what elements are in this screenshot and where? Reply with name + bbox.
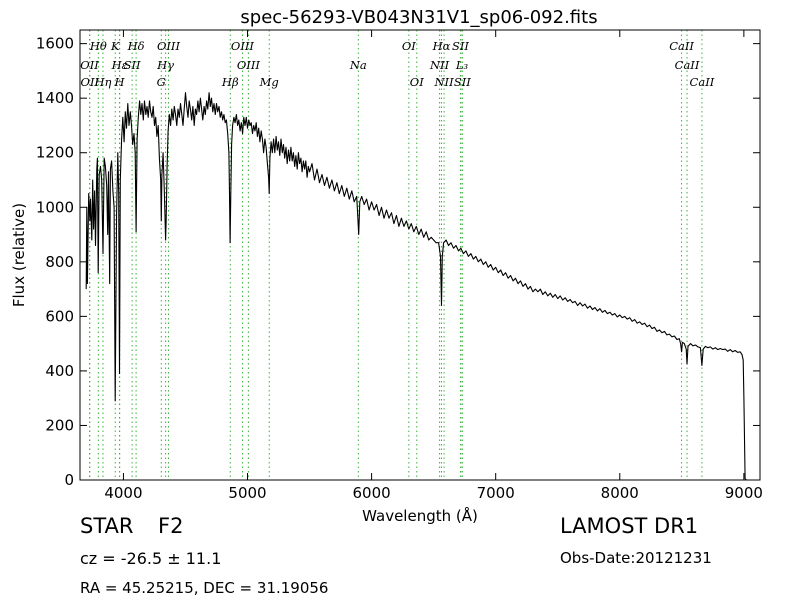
- line-label: OIII: [237, 58, 261, 72]
- y-tick-label: 0: [64, 471, 74, 489]
- line-label: H: [113, 75, 125, 89]
- line-label: SII: [124, 58, 141, 72]
- y-ticks: 0 200 400 600 800 1000 1200 1400 1600: [36, 35, 760, 489]
- line-label: Hγ: [156, 58, 174, 72]
- x-tick-label: 8000: [601, 484, 639, 502]
- survey-name: LAMOST DR1: [560, 514, 699, 538]
- x-tick-label: 6000: [353, 484, 391, 502]
- line-label: OII: [80, 58, 99, 72]
- line-label: NII: [433, 75, 454, 89]
- line-label: NII: [429, 58, 450, 72]
- line-label: Hε: [111, 58, 128, 72]
- x-tick-label: 7000: [477, 484, 515, 502]
- line-label: Hβ: [221, 75, 239, 89]
- x-tick-label: 9000: [725, 484, 763, 502]
- subclass: F2: [158, 514, 184, 538]
- y-tick-label: 600: [45, 307, 74, 325]
- line-label: OII: [81, 75, 100, 89]
- line-label: SII: [454, 75, 471, 89]
- line-label: Mg: [259, 75, 279, 89]
- line-label: G: [157, 75, 166, 89]
- y-tick-label: 800: [45, 253, 74, 271]
- chart-title: spec-56293-VB043N31V1_sp06-092.fits: [240, 7, 597, 28]
- line-markers: [89, 30, 703, 480]
- object-class: STAR: [80, 514, 134, 538]
- line-label: SII: [452, 39, 469, 53]
- y-tick-label: 1000: [36, 198, 74, 216]
- line-label: CaII: [690, 75, 715, 89]
- line-label: Hθ: [89, 39, 107, 53]
- line-label: OI: [410, 75, 424, 89]
- x-tick-label: 4000: [104, 484, 142, 502]
- y-tick-label: 1400: [36, 89, 74, 107]
- obs-date: Obs-Date:20121231: [560, 549, 712, 567]
- line-label: OIII: [231, 39, 255, 53]
- line-label: CaII: [669, 39, 694, 53]
- line-label: OI: [402, 39, 416, 53]
- line-label: L₃: [455, 58, 469, 72]
- x-ticks: 4000 5000 6000 7000 8000 9000: [104, 30, 763, 502]
- y-axis-label: Flux (relative): [10, 203, 28, 307]
- x-tick-label: 5000: [228, 484, 266, 502]
- plot-frame: [79, 29, 761, 481]
- coordinates: RA = 45.25215, DEC = 31.19056: [80, 579, 329, 597]
- y-tick-label: 1200: [36, 144, 74, 162]
- line-label: Hη: [93, 75, 111, 89]
- x-axis-label: Wavelength (Å): [362, 506, 478, 525]
- line-label: K: [110, 39, 121, 53]
- line-label: Na: [349, 58, 367, 72]
- spectrum-line: [85, 92, 747, 481]
- y-tick-label: 400: [45, 362, 74, 380]
- line-label: Hα: [432, 39, 451, 53]
- line-label: OIII: [157, 39, 181, 53]
- redshift-value: cz = -26.5 ± 11.1: [80, 549, 222, 568]
- y-tick-label: 200: [45, 416, 74, 434]
- line-label: Hδ: [127, 39, 145, 53]
- y-tick-label: 1600: [36, 35, 74, 53]
- line-label: CaII: [675, 58, 700, 72]
